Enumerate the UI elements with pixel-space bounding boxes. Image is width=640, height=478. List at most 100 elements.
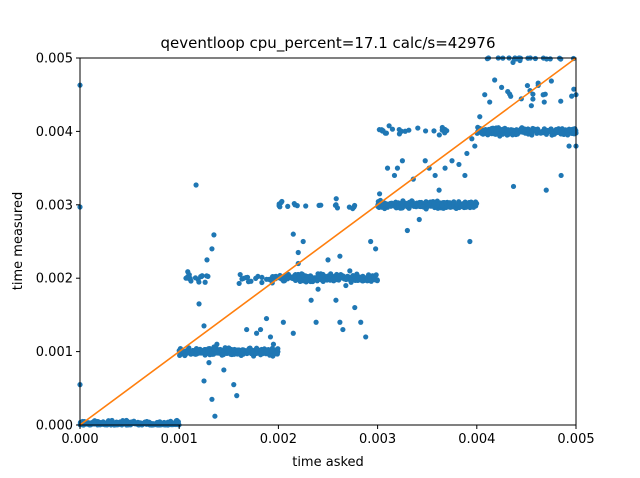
data-point <box>254 345 260 351</box>
data-point <box>558 98 564 104</box>
x-axis-label: time asked <box>292 455 364 470</box>
data-point <box>389 126 396 132</box>
data-point <box>273 350 279 356</box>
data-point <box>469 136 475 142</box>
data-point <box>195 347 201 353</box>
data-point <box>303 203 309 209</box>
data-point <box>291 200 297 207</box>
data-point <box>199 273 205 279</box>
data-point <box>193 182 199 188</box>
data-point <box>347 268 353 274</box>
data-point <box>196 279 202 285</box>
data-point <box>521 128 527 134</box>
data-point <box>352 304 358 311</box>
data-point <box>263 348 269 354</box>
data-point <box>449 158 455 164</box>
data-point <box>315 286 321 292</box>
y-tick-label: 0.005 <box>36 52 73 67</box>
data-point <box>226 345 232 351</box>
data-point <box>237 271 243 278</box>
data-point <box>481 127 487 133</box>
y-tick-label: 0.003 <box>36 198 73 213</box>
data-point <box>436 187 442 193</box>
data-point <box>376 191 383 197</box>
data-point <box>330 276 336 282</box>
data-point <box>540 92 546 98</box>
data-point <box>285 203 291 209</box>
data-point <box>422 128 429 134</box>
data-point <box>253 330 260 336</box>
data-point <box>508 127 514 133</box>
data-point <box>569 93 575 99</box>
x-tick-label: 0.004 <box>458 432 495 447</box>
data-point <box>530 96 536 102</box>
data-point <box>333 196 339 202</box>
data-point <box>510 59 516 66</box>
data-point <box>209 246 215 252</box>
data-point <box>300 238 306 245</box>
data-point <box>259 279 265 286</box>
data-point <box>106 419 112 425</box>
data-point <box>275 346 281 352</box>
data-point <box>367 275 373 282</box>
data-point <box>472 143 478 149</box>
data-point <box>422 158 428 164</box>
data-point <box>279 198 285 205</box>
data-point <box>484 56 490 62</box>
data-point <box>570 126 576 132</box>
x-tick-label: 0.003 <box>359 432 396 447</box>
data-point <box>499 127 505 134</box>
x-tick-label: 0.002 <box>260 432 297 447</box>
data-point <box>412 201 419 207</box>
data-point <box>406 127 412 133</box>
data-point <box>490 125 496 131</box>
data-point <box>320 271 326 278</box>
data-point <box>528 103 534 109</box>
data-point <box>192 275 199 281</box>
data-point <box>368 238 374 245</box>
data-point <box>270 341 277 347</box>
data-point <box>454 201 460 208</box>
data-point <box>495 125 502 131</box>
data-point <box>221 367 227 373</box>
data-point <box>290 330 296 336</box>
data-point <box>201 323 207 329</box>
data-point <box>399 158 405 164</box>
y-tick-label: 0.002 <box>36 272 73 287</box>
data-point <box>245 347 251 353</box>
data-point <box>236 280 242 287</box>
data-point <box>431 201 437 207</box>
data-point <box>300 272 306 278</box>
data-point <box>499 84 505 90</box>
data-point <box>462 172 468 179</box>
data-point <box>201 378 207 384</box>
data-point <box>337 253 343 259</box>
data-point <box>240 347 246 353</box>
y-tick-label: 0.001 <box>36 345 73 360</box>
y-axis-label: time measured <box>11 192 26 290</box>
data-point <box>358 319 364 325</box>
data-point <box>431 128 437 134</box>
data-point <box>350 273 356 279</box>
data-point <box>363 334 369 340</box>
x-tick-label: 0.001 <box>161 432 198 447</box>
data-point <box>328 271 334 277</box>
data-point <box>420 204 426 210</box>
data-point <box>508 93 514 99</box>
data-point <box>290 231 296 237</box>
data-point <box>273 273 279 279</box>
data-point <box>334 205 341 211</box>
data-point <box>482 92 488 98</box>
data-point <box>186 345 192 351</box>
data-point <box>492 77 498 83</box>
data-point <box>214 350 220 356</box>
data-point <box>209 396 215 402</box>
data-point <box>120 419 127 425</box>
data-point <box>477 114 483 120</box>
data-point <box>460 202 467 208</box>
data-point <box>524 82 531 89</box>
data-point <box>548 78 554 84</box>
data-point <box>559 130 565 136</box>
data-point <box>541 99 547 105</box>
data-point <box>253 350 260 357</box>
